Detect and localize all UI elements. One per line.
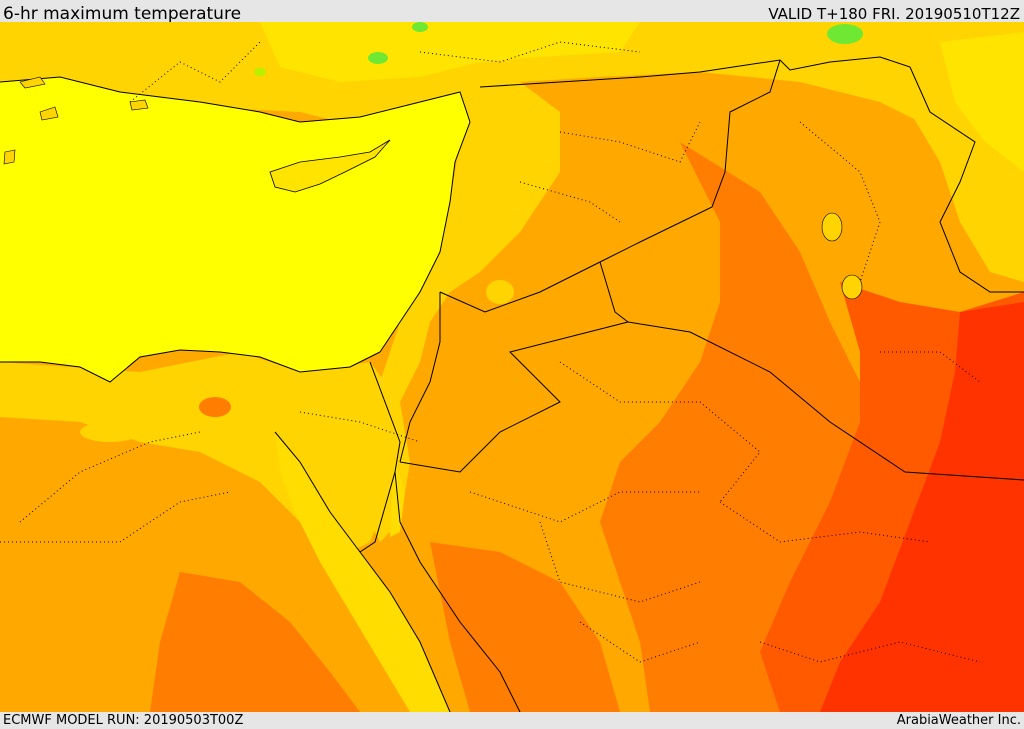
admin-border-12 — [579, 621, 701, 663]
admin-border-9 — [519, 181, 621, 223]
border-iran-iraq — [909, 66, 1024, 293]
mediterranean-sea — [0, 77, 470, 382]
coastline-red-sea-e — [394, 471, 521, 712]
patch-lakes-1 — [821, 212, 843, 242]
patch-mild-2 — [80, 422, 140, 442]
cold-spot-2 — [368, 52, 388, 64]
aegean-island-1 — [19, 76, 46, 89]
patch-mild-1 — [486, 280, 514, 304]
region-levant-mild — [380, 82, 560, 402]
admin-border-8 — [559, 121, 701, 163]
region-egypt-mild — [0, 352, 390, 562]
coastline-turkey — [0, 76, 471, 353]
cold-spot-3 — [412, 22, 428, 32]
cold-spot-1 — [827, 24, 863, 44]
aegean-island-2 — [39, 106, 59, 121]
admin-border-14 — [419, 41, 641, 63]
border-iraq-sa — [627, 321, 1024, 481]
valid-time: VALID T+180 FRI. 20190510T12Z — [768, 5, 1020, 23]
region-north-cool — [0, 22, 1024, 142]
border-jordan-sa — [399, 261, 630, 473]
coastline-egypt — [0, 349, 381, 383]
region-north-lighter — [260, 22, 640, 82]
region-arabia-hot-w — [430, 542, 620, 712]
admin-border-11 — [299, 411, 421, 443]
patch-lakes-2 — [841, 274, 863, 300]
cyprus-island — [269, 139, 391, 193]
cold-spot-4 — [254, 68, 266, 76]
admin-border-5 — [539, 521, 701, 603]
region-egypt-hot — [150, 572, 360, 712]
patch-hot-2 — [30, 474, 90, 510]
border-syria-iraq — [439, 59, 781, 313]
region-ne-lighter — [940, 32, 1024, 172]
patch-hot-1 — [199, 397, 231, 417]
aegean-island-3 — [3, 149, 16, 165]
credit-label: ArabiaWeather Inc. — [896, 713, 1021, 728]
red-sea — [275, 432, 450, 712]
admin-border-13 — [129, 41, 261, 103]
model-run-label: ECMWF MODEL RUN: 20190503T00Z — [3, 713, 244, 728]
admin-border-2 — [0, 491, 231, 543]
region-extreme — [820, 302, 1024, 712]
border-egypt-israel — [399, 292, 441, 463]
admin-border-15 — [880, 351, 981, 383]
admin-border-4 — [469, 491, 700, 523]
admin-border-7 — [759, 641, 981, 663]
admin-border-6 — [719, 501, 931, 543]
admin-border-3 — [559, 361, 761, 503]
aegean-island-4 — [129, 99, 149, 111]
coastline-sinai — [359, 361, 401, 553]
region-sinai-mild — [300, 362, 410, 542]
admin-border-1 — [19, 431, 201, 523]
temperature-map[interactable] — [0, 22, 1024, 712]
footer-bar: ECMWF MODEL RUN: 20190503T00Z ArabiaWeat… — [0, 712, 1024, 729]
header-bar: 6-hr maximum temperature VALID T+180 FRI… — [0, 0, 1024, 24]
map-title: 6-hr maximum temperature — [3, 4, 242, 24]
